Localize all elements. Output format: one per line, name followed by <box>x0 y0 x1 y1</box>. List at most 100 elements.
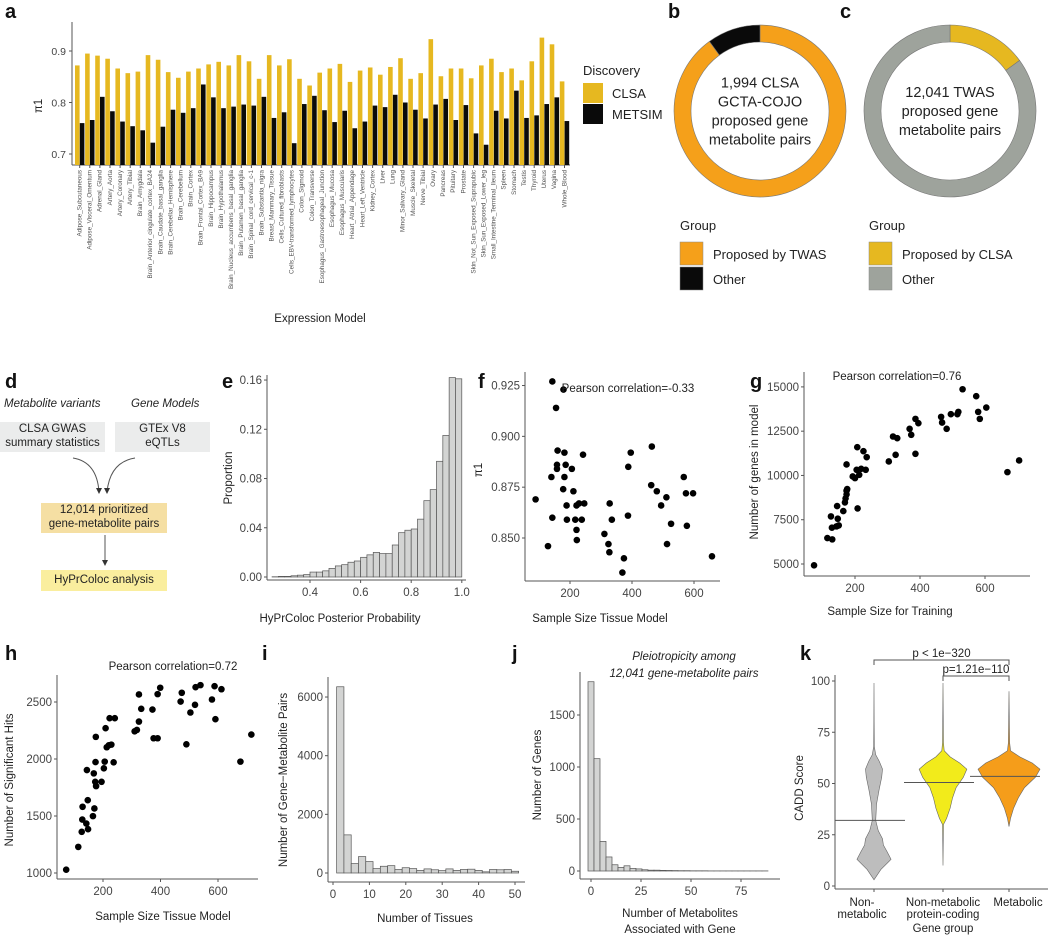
scatter-point <box>562 461 569 469</box>
x-tick-label: Brain_Nucleus_accumbens_basal_ganglia <box>228 170 235 290</box>
scatter-point <box>983 404 990 411</box>
x-tick-label: Skin_Not_Sun_Exposed_Suprapubic <box>470 170 477 274</box>
y-tick-label: 100 <box>811 676 830 688</box>
scatter-point <box>101 758 109 765</box>
bar-metsim <box>79 123 85 165</box>
histogram-bar <box>353 560 361 578</box>
scatter-point <box>561 449 568 456</box>
bar-metsim <box>493 110 499 165</box>
scatter-point <box>212 715 219 723</box>
x-tick-label: Small_Intestine_Terminal_Ileum <box>491 170 498 259</box>
histogram-bar <box>611 864 619 872</box>
bar-clsa <box>317 72 322 165</box>
histogram-bar <box>366 554 374 578</box>
donut-center-text: 1,994 CLSA <box>721 76 800 92</box>
bar-metsim <box>190 108 196 165</box>
bar-clsa <box>176 77 181 165</box>
scatter-point <box>835 522 843 529</box>
x-tick-label: 75 <box>735 886 748 898</box>
scatter-point <box>89 812 97 820</box>
panel-label: h <box>5 643 17 665</box>
scatter-point <box>606 500 613 507</box>
p-value-label: p=1.21e−110 <box>943 664 1010 676</box>
bar-metsim <box>291 143 297 165</box>
legend-title: Group <box>869 218 905 233</box>
bar-clsa <box>539 37 545 165</box>
histogram-bar <box>360 556 368 578</box>
x-tick-label: 0.4 <box>302 587 319 599</box>
bar-clsa <box>165 72 171 165</box>
histogram-bar <box>623 865 631 872</box>
donut-center-text: 12,041 TWAS <box>905 85 994 101</box>
bar-metsim <box>281 112 287 165</box>
histogram-bar <box>629 868 637 872</box>
scatter-point <box>653 487 661 495</box>
x-tick-label: 20 <box>399 889 412 901</box>
y-axis-title: Number of Significant Hits <box>4 713 16 846</box>
scatter-point <box>840 507 847 515</box>
scatter-point <box>648 443 656 450</box>
gene-models-heading: Gene Models <box>131 398 200 410</box>
bar-clsa <box>468 78 474 165</box>
scatter-point <box>667 520 675 528</box>
scatter-point <box>579 451 587 458</box>
scatter-point <box>937 413 945 421</box>
bar-metsim <box>160 126 166 165</box>
x-tick-label: Brain_Hippocampus <box>208 170 215 227</box>
bar-metsim <box>342 110 347 165</box>
scatter-point <box>605 540 612 548</box>
scatter-point <box>853 443 861 451</box>
scatter-point <box>237 758 244 765</box>
x-tick-label: 50 <box>685 886 698 898</box>
histogram-bar <box>394 869 403 874</box>
y-tick-label: 75 <box>817 727 830 739</box>
bar-metsim <box>392 94 398 165</box>
scatter-point <box>608 516 616 524</box>
histogram-bar <box>460 869 469 874</box>
bar-metsim <box>150 142 156 165</box>
x-tick-label: 40 <box>472 889 485 901</box>
correlation-annotation: Pearson correlation=-0.33 <box>562 383 695 395</box>
x-tick-label: Esophagus_Gastroesophageal_Junction <box>319 170 326 284</box>
scatter-point <box>178 689 186 697</box>
donut-center-text: metabolite pairs <box>709 133 811 149</box>
legend-swatch <box>868 266 893 291</box>
x-tick-label: Liver <box>380 170 387 184</box>
scatter-point <box>893 434 901 442</box>
bar-clsa <box>549 44 555 165</box>
histogram-bar <box>334 565 342 578</box>
x-tick-label: 1.0 <box>454 587 470 599</box>
donut-slice <box>709 24 761 56</box>
x-tick-label: Stomach <box>511 170 518 195</box>
panel-label: g <box>750 371 762 393</box>
bar-metsim <box>534 115 539 165</box>
scatter-point <box>647 481 655 489</box>
bar-metsim <box>89 120 95 165</box>
panel-label: i <box>262 643 268 665</box>
scatter-point <box>177 698 184 705</box>
scatter-point <box>657 502 665 509</box>
legend-swatch <box>679 241 704 266</box>
bar-metsim <box>302 104 307 165</box>
x-tick-label: 400 <box>622 588 641 600</box>
scatter-point <box>619 569 626 576</box>
bar-metsim <box>564 121 570 165</box>
scatter-point <box>624 463 632 471</box>
bar-clsa <box>246 61 252 165</box>
y-tick-label: 50 <box>817 779 830 791</box>
legend-swatch <box>679 266 704 291</box>
legend-label: Other <box>902 272 935 287</box>
bar-metsim <box>201 84 206 165</box>
y-tick-label: 6000 <box>297 692 323 704</box>
y-tick-label: 15000 <box>767 382 799 394</box>
x-tick-label: Heart_Left_Ventricle <box>359 170 366 228</box>
y-tick-label: 12500 <box>767 426 799 438</box>
x-tick-label: Minor_Salivary_Gland <box>400 170 407 232</box>
x-tick-label: Kidney_Cortex <box>369 169 376 211</box>
histogram-bar <box>404 529 412 578</box>
scatter-point <box>110 759 117 766</box>
histogram-bar <box>387 865 396 874</box>
scatter-point <box>972 392 980 400</box>
histogram-bar <box>438 870 447 874</box>
scatter-point <box>947 410 955 418</box>
